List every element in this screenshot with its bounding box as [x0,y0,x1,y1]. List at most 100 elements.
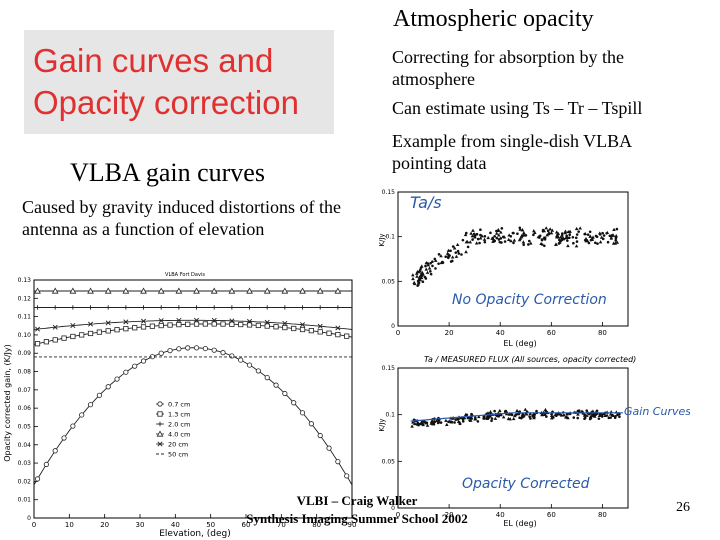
gain-data-point [247,305,252,310]
gain-data-point [193,345,200,351]
bottom-data-point [501,415,506,419]
gain-data-point [282,320,288,326]
gain-data-point [255,368,261,374]
gain-data-point [61,335,67,341]
top-data-point [554,230,559,234]
gain-plot-frame [33,279,353,519]
gain-series-line [33,323,353,345]
bottom-data-point [564,415,568,419]
gain-data-point [335,305,341,310]
top-data-point [499,230,503,234]
top-data-point [520,228,525,232]
top-data-point [527,239,531,243]
gain-x-tick-label: 70 [277,521,286,529]
bottom-x-tick-label: 20 [445,511,454,519]
bottom-data-point [543,412,547,416]
gain-data-point [88,321,94,327]
top-data-point [614,237,618,240]
gain-data-point [282,324,288,331]
top-data-point [560,234,564,237]
top-data-point [500,227,504,230]
footer: VLBI – Craig Walker Synthesis Imaging Su… [232,492,482,528]
gain-data-point [104,287,112,294]
top-data-point [615,227,619,231]
gain-x-tick-label: 50 [206,521,215,529]
top-data-point [478,236,483,240]
bottom-data-point [572,416,576,419]
gain-x-tick-label: 10 [65,521,74,529]
bottom-data-point [566,412,569,416]
gain-x-tick-label: 30 [136,521,145,529]
top-data-point [540,238,544,242]
bottom-data-point [425,423,430,427]
top-data-point [421,272,425,276]
bottom-data-point [459,416,463,420]
top-data-point [574,244,579,248]
gain-data-point [159,305,164,310]
gain-series-line [33,319,353,330]
bottom-y-tick-label: 0.1 [385,412,395,419]
bottom-data-point [520,414,524,418]
gain-y-tick-label: 0.01 [18,497,32,504]
bottom-data-point [499,413,503,417]
top-data-point [542,229,546,233]
top-data-point [449,249,452,253]
bottom-y-tick-label: 0.05 [382,458,396,465]
bottom-x-axis-label: EL (deg) [503,519,536,528]
top-data-point [597,231,602,235]
bottom-data-point [600,413,604,417]
bottom-data-point [481,415,486,419]
top-data-point [489,231,492,235]
bottom-data-point [461,420,465,423]
no-opacity-plot-area: 0 0.05 0.1 0.15 0 20 40 60 80 [382,189,629,337]
top-data-point [511,231,515,235]
top-data-point [568,236,571,240]
bullet-1: Correcting for absorption by the atmosph… [392,47,624,89]
bottom-data-point [490,419,493,423]
top-data-point [417,269,421,274]
gain-data-point [220,321,226,327]
gain-plot-area: 0 0.01 0.02 0.03 0.04 0.05 0.06 0.07 0.08 0.09 0.1… [18,277,357,529]
top-data-point [503,240,507,243]
top-data-point [421,280,425,284]
top-data-point [411,276,415,281]
top-data-point [437,253,441,256]
bottom-data-point [486,416,490,420]
bottom-data-point [419,421,424,425]
right-title: Atmospheric opacity [393,6,594,32]
gain-data-point [51,287,59,294]
top-data-point [448,254,451,257]
top-data-point [606,240,610,244]
gain-data-point [229,305,235,310]
page-number: 26 [676,500,690,515]
gain-y-tick-label: 0.03 [18,460,32,467]
top-data-point [611,233,615,237]
top-data-point [566,239,569,242]
top-data-point [568,233,571,237]
top-data-point [452,246,457,250]
top-data-point [418,278,423,282]
bottom-data-point [583,417,586,421]
gain-data-point [158,318,164,324]
bottom-data-point [543,407,548,412]
gain-data-point [194,305,199,310]
top-data-point [433,258,438,262]
opacity-corrected-annotation: Opacity Corrected [462,476,590,492]
gain-y-tick-label: 0 [27,515,31,522]
bottom-data-point [588,417,592,421]
gain-data-point [96,329,102,335]
gain-data-point [326,445,332,451]
top-data-point [474,241,479,245]
gain-data-point [229,318,235,324]
gain-data-point [35,326,41,332]
top-data-point [565,234,568,238]
gain-data-point [317,432,323,439]
gain-data-point [263,287,271,294]
gain-data-point [141,305,146,310]
gain-data-point [265,305,270,310]
top-data-point [478,241,481,245]
top-data-point [561,235,565,240]
gain-data-point [61,435,67,441]
bottom-data-point [411,420,415,424]
gain-data-point [105,384,111,390]
